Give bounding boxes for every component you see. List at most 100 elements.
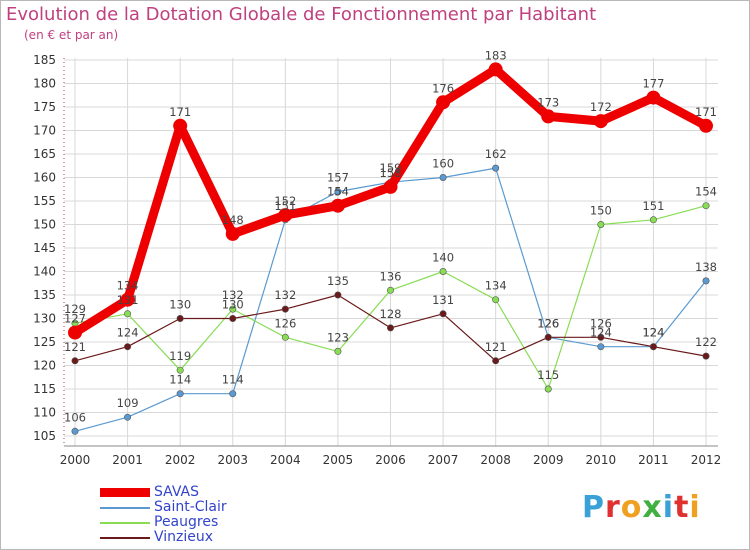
- y-tick-label: 125: [33, 335, 56, 349]
- data-point-saint-clair: [176, 390, 184, 398]
- data-label-savas: 171: [169, 105, 191, 119]
- series-lines: [68, 62, 713, 435]
- y-tick-label: 170: [33, 124, 56, 138]
- data-label-peaugres: 115: [537, 368, 559, 382]
- data-point-peaugres: [544, 385, 552, 393]
- data-point-peaugres: [176, 366, 184, 374]
- data-label-peaugres: 134: [485, 279, 507, 293]
- y-tick-label: 110: [33, 406, 56, 420]
- data-point-peaugres: [649, 216, 657, 224]
- data-label-savas: 152: [274, 194, 296, 208]
- data-label-savas: 171: [695, 105, 717, 119]
- x-tick-label: 2008: [480, 453, 511, 467]
- x-tick-label: 2005: [323, 453, 354, 467]
- x-tick-label: 2003: [217, 453, 248, 467]
- data-point-vinzieux: [597, 333, 605, 341]
- x-tick-label: 2006: [375, 453, 406, 467]
- data-label-savas: 148: [222, 213, 244, 227]
- data-label-saint-clair: 160: [432, 157, 454, 171]
- data-label-vinzieux: 121: [64, 340, 86, 354]
- data-label-vinzieux: 135: [327, 274, 349, 288]
- data-point-saint-clair: [439, 174, 447, 182]
- data-label-peaugres: 126: [274, 316, 296, 330]
- data-label-peaugres: 150: [590, 204, 612, 218]
- y-tick-label: 180: [33, 77, 56, 91]
- data-point-vinzieux: [439, 310, 447, 318]
- y-tick-label: 120: [33, 359, 56, 373]
- data-point-savas: [436, 95, 451, 110]
- y-tick-label: 105: [33, 429, 56, 443]
- data-label-vinzieux: 124: [642, 326, 664, 340]
- y-tick-label: 135: [33, 288, 56, 302]
- data-label-savas: 183: [485, 48, 507, 62]
- data-label-vinzieux: 126: [537, 316, 559, 330]
- y-tick-label: 115: [33, 382, 56, 396]
- y-tick-label: 130: [33, 312, 56, 326]
- axes: 105 110 115 120 125 130 135 140 145 150 155 160 165 1…: [33, 53, 721, 467]
- data-label-saint-clair: 162: [485, 147, 507, 161]
- legend-item-vinzieux: Vinzieux: [100, 530, 227, 545]
- data-point-peaugres: [386, 286, 394, 294]
- logo-letter: r: [605, 490, 621, 525]
- data-point-peaugres: [124, 310, 132, 318]
- legend-label-savas: SAVAS: [154, 484, 199, 500]
- logo-letter: i: [662, 490, 675, 525]
- logo-letter: i: [689, 490, 701, 525]
- data-point-vinzieux: [281, 305, 289, 313]
- data-point-saint-clair: [334, 188, 342, 196]
- logo-letter: t: [674, 490, 690, 525]
- data-label-peaugres: 151: [642, 199, 664, 213]
- data-point-saint-clair: [702, 277, 710, 285]
- x-tick-label: 2001: [112, 453, 143, 467]
- data-point-peaugres: [281, 333, 289, 341]
- data-point-saint-clair: [71, 427, 79, 435]
- data-point-savas: [173, 118, 188, 133]
- data-label-vinzieux: 130: [222, 298, 244, 312]
- data-label-savas: 177: [642, 77, 664, 91]
- legend-item-peaugres: Peaugres: [100, 515, 227, 530]
- data-label-vinzieux: 128: [380, 307, 402, 321]
- data-point-savas: [120, 292, 135, 307]
- data-label-peaugres: 136: [380, 269, 402, 283]
- data-label-peaugres: 140: [432, 251, 454, 265]
- data-label-saint-clair: 159: [380, 161, 402, 175]
- x-tick-label: 2000: [60, 453, 91, 467]
- data-label-savas: 158: [380, 166, 402, 180]
- legend: SAVAS Saint-Clair Peaugres Vinzieux: [100, 485, 227, 545]
- data-label-vinzieux: 124: [117, 326, 139, 340]
- data-label-vinzieux: 131: [432, 293, 454, 307]
- y-tick-label: 150: [33, 218, 56, 232]
- data-label-savas: 154: [327, 185, 349, 199]
- data-label-peaugres: 132: [222, 288, 244, 302]
- data-label-saint-clair: 109: [117, 396, 139, 410]
- legend-swatch-savas: [100, 488, 150, 497]
- legend-label-saint-clair: Saint-Clair: [154, 499, 227, 515]
- data-point-saint-clair: [124, 413, 132, 421]
- data-point-peaugres: [492, 296, 500, 304]
- data-point-saint-clair: [492, 164, 500, 172]
- x-tick-label: 2004: [270, 453, 301, 467]
- data-label-saint-clair: 138: [695, 260, 717, 274]
- data-point-vinzieux: [492, 357, 500, 365]
- legend-item-saint-clair: Saint-Clair: [100, 500, 227, 515]
- data-label-peaugres: 129: [64, 302, 86, 316]
- x-tick-label: 2011: [638, 453, 669, 467]
- data-label-saint-clair: 126: [537, 316, 559, 330]
- data-point-savas: [646, 90, 661, 105]
- data-point-peaugres: [439, 267, 447, 275]
- data-label-saint-clair: 114: [222, 373, 244, 387]
- data-point-saint-clair: [597, 343, 605, 351]
- logo-letter: P: [582, 490, 605, 525]
- data-label-saint-clair: 157: [327, 171, 349, 185]
- legend-swatch-saint-clair: [100, 506, 150, 509]
- data-point-vinzieux: [124, 343, 132, 351]
- data-point-vinzieux: [71, 357, 79, 365]
- data-point-vinzieux: [334, 291, 342, 299]
- chart-title: Evolution de la Dotation Globale de Fonc…: [6, 4, 597, 25]
- data-label-saint-clair: 151: [274, 199, 296, 213]
- data-point-savas: [593, 114, 608, 129]
- x-tick-label: 2010: [586, 453, 617, 467]
- y-tick-label: 175: [33, 100, 56, 114]
- data-point-saint-clair: [229, 390, 237, 398]
- data-point-vinzieux: [649, 343, 657, 351]
